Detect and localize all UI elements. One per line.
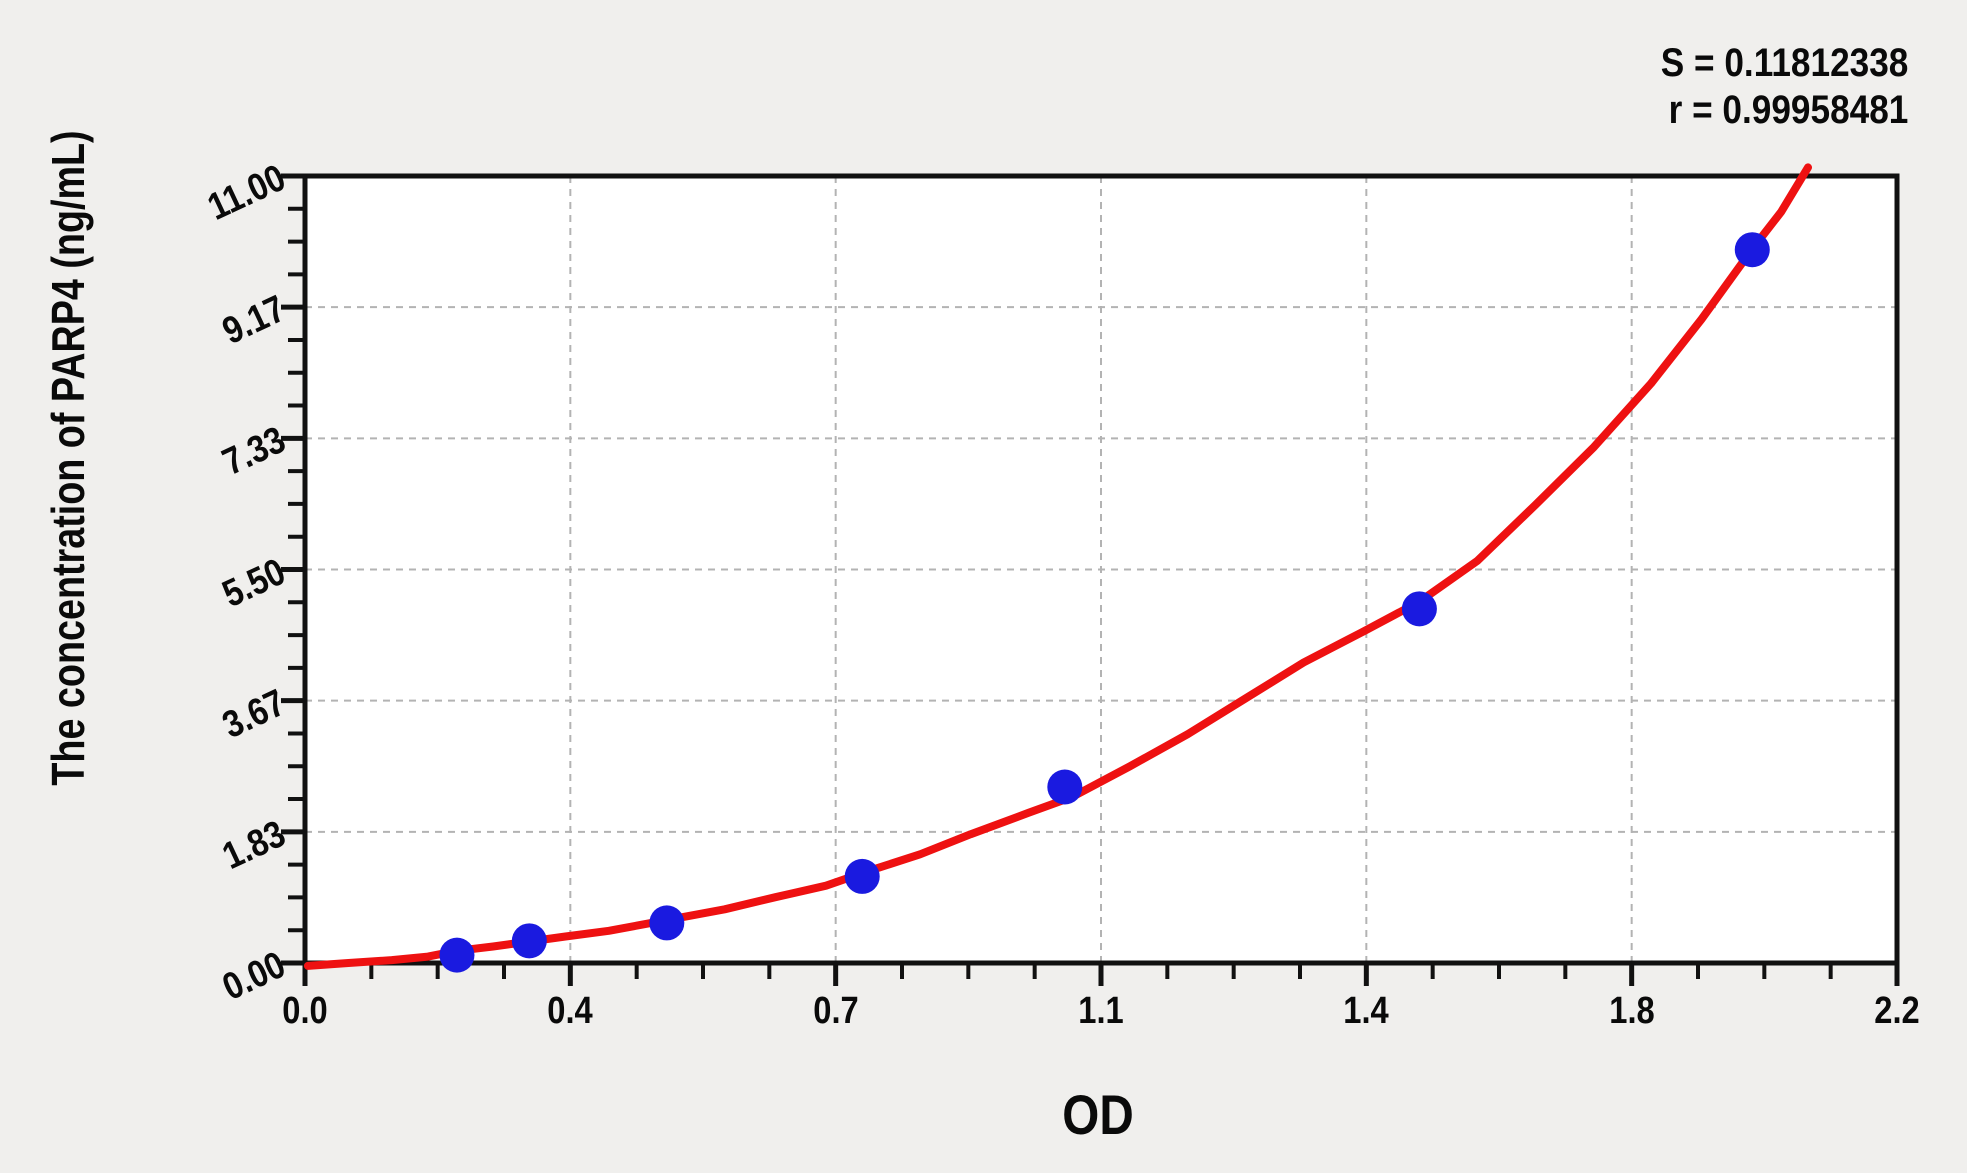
x-tick-label: 0.7 <box>812 990 859 1032</box>
x-tick-label: 0.4 <box>547 990 594 1032</box>
x-tick-label: 1.8 <box>1608 990 1655 1032</box>
fit-statistics: S = 0.11812338 r = 0.99958481 <box>1660 40 1908 134</box>
y-axis-title: The concentration of PARP4 (ng/mL) <box>42 130 94 786</box>
x-axis-title: OD <box>1062 1083 1134 1146</box>
fit-slope-value: S = 0.11812338 <box>1660 41 1908 85</box>
x-tick-label: 1.4 <box>1343 990 1390 1032</box>
x-tick-label: 2.2 <box>1874 990 1920 1032</box>
x-tick-label: 1.1 <box>1078 990 1124 1032</box>
x-tick-label: 0.0 <box>282 990 328 1032</box>
fit-correlation-value: r = 0.99958481 <box>1668 88 1908 132</box>
